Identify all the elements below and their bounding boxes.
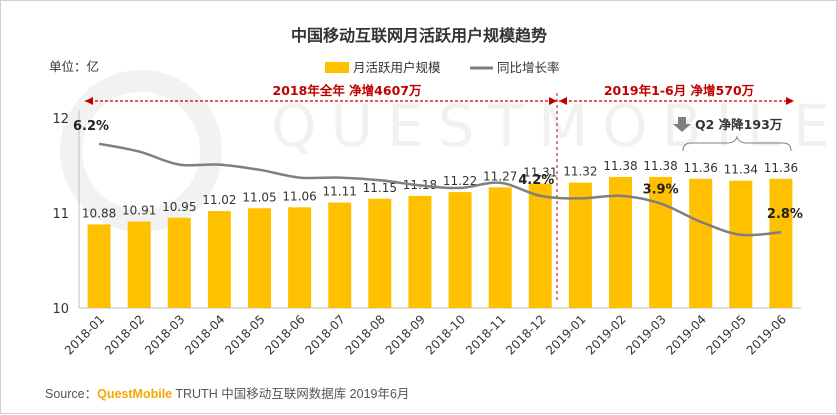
bar-value-label: 11.36 (684, 161, 718, 175)
bar-2018-11 (488, 187, 512, 308)
period-2018-arrow-left-icon (85, 97, 93, 105)
source-label: Source： (45, 387, 98, 401)
bar-2018-06 (288, 207, 312, 308)
growth-rate-labels: 6.2% 4.2% 3.9% 2.8% (73, 119, 803, 222)
x-tick-label: 2019-03 (623, 312, 668, 357)
bar-2018-12 (528, 183, 552, 308)
growth-rate-label: 6.2% (73, 119, 109, 134)
bar-value-label: 11.06 (282, 189, 316, 203)
bar-2018-02 (127, 221, 151, 308)
x-tick-label: 2018-07 (302, 312, 347, 357)
bar-2018-01 (87, 224, 111, 308)
bar-value-labels: 10.88 10.91 10.95 11.02 11.05 11.06 11.11 11.15… (82, 159, 798, 221)
period-2019-label: 2019年1-6月 净增570万 (604, 83, 754, 98)
q2-annotation: Q2 净降193万 (673, 117, 792, 152)
x-tick-label: 2018-04 (182, 312, 227, 357)
bar-value-label: 11.27 (483, 169, 517, 183)
x-tick-label: 2019-02 (583, 312, 628, 357)
bar-value-label: 11.38 (643, 159, 677, 173)
source-brand: QuestMobile (97, 387, 173, 401)
bar-value-label: 10.91 (122, 204, 156, 218)
legend: 月活跃用户规模 同比增长率 (325, 60, 560, 75)
down-arrow-icon (673, 117, 691, 132)
x-tick-label: 2019-01 (543, 312, 588, 357)
period-2019-arrow-right-icon (786, 97, 794, 105)
bar-value-label: 10.88 (82, 206, 116, 220)
period-2018-label: 2018年全年 净增4607万 (273, 83, 422, 98)
x-tick-label: 2018-11 (463, 312, 508, 357)
x-tick-label: 2018-12 (503, 312, 548, 357)
unit-label: 单位：亿 (49, 59, 99, 74)
q2-brace (682, 135, 792, 152)
x-tick-label: 2018-01 (62, 312, 107, 357)
bar-2019-05 (729, 180, 753, 308)
bar-2018-03 (167, 217, 191, 308)
bar-value-label: 10.95 (162, 200, 196, 214)
bar-value-label: 11.36 (764, 161, 798, 175)
x-tick-label: 2019-06 (744, 312, 789, 357)
growth-rate-label: 3.9% (643, 183, 679, 198)
x-tick-label: 2018-10 (423, 312, 468, 357)
bar-value-label: 11.22 (443, 174, 477, 188)
bar-2018-08 (368, 198, 392, 308)
bar-value-label: 11.38 (603, 159, 637, 173)
bar-value-label: 11.02 (202, 193, 236, 207)
bar-value-label: 11.15 (363, 181, 397, 195)
bar-2019-06 (769, 178, 793, 308)
x-tick-label: 2018-09 (383, 312, 428, 357)
period-2019-arrow-left-icon (559, 97, 567, 105)
q2-label: Q2 净降193万 (695, 117, 782, 132)
legend-line-label: 同比增长率 (497, 60, 560, 75)
bar-2019-03 (649, 176, 673, 308)
bar-2018-10 (448, 192, 472, 308)
x-tick-label: 2018-03 (142, 312, 187, 357)
x-tick-label: 2019-04 (663, 312, 708, 357)
source-text: TRUTH 中国移动互联网数据库 2019年6月 (172, 387, 410, 401)
bar-2019-02 (609, 176, 632, 308)
bar-2018-09 (408, 195, 432, 308)
bar-value-label: 11.11 (323, 185, 357, 199)
bar-2018-07 (328, 202, 352, 308)
x-tick-label: 2018-08 (343, 312, 388, 357)
bar-value-label: 11.31 (523, 166, 557, 180)
y-tick-label: 11 (52, 207, 69, 222)
x-tick-label: 2018-06 (262, 312, 307, 357)
x-tick-label: 2018-02 (102, 312, 147, 357)
legend-bar-label: 月活跃用户规模 (353, 60, 441, 75)
growth-rate-label: 2.8% (767, 207, 803, 222)
bar-value-label: 11.05 (242, 190, 276, 204)
chart-title: 中国移动互联网月活跃用户规模趋势 (291, 26, 547, 45)
growth-rate-label: 4.2% (518, 173, 554, 188)
x-tick-label: 2018-05 (222, 312, 267, 357)
legend-bar-swatch (325, 62, 349, 73)
bar-2018-04 (207, 211, 231, 308)
chart-axes: 10 11 12 (52, 110, 801, 317)
source-note: Source：QuestMobile TRUTH 中国移动互联网数据库 2019… (45, 383, 409, 402)
bar-series (87, 176, 793, 308)
period-2018-arrow-right-icon (549, 97, 557, 105)
growth-rate-line (98, 142, 782, 237)
bar-2018-05 (248, 208, 271, 308)
bar-2019-01 (568, 182, 592, 308)
x-axis-labels: 2018-012018-022018-032018-042018-052018-… (62, 312, 789, 357)
bar-value-label: 11.32 (563, 165, 597, 179)
x-tick-label: 2019-05 (704, 312, 749, 357)
bar-2019-04 (689, 178, 713, 308)
y-tick-label: 10 (52, 302, 69, 317)
bar-value-label: 11.34 (724, 163, 758, 177)
period-2019-label-bg (601, 82, 761, 99)
y-tick-label: 12 (52, 112, 69, 127)
period-2018-label-bg (263, 82, 433, 99)
